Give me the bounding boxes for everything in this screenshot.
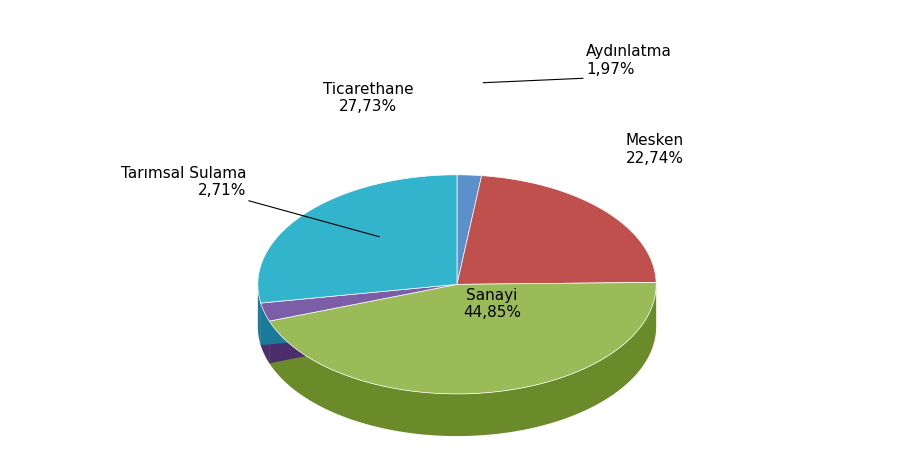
Polygon shape [270, 287, 656, 436]
Polygon shape [270, 285, 457, 364]
Text: Sanayi
44,85%: Sanayi 44,85% [463, 288, 521, 320]
Polygon shape [270, 285, 457, 364]
Text: Aydınlatma
1,97%: Aydınlatma 1,97% [586, 44, 672, 77]
Polygon shape [457, 176, 482, 285]
Polygon shape [270, 283, 656, 394]
Polygon shape [457, 176, 656, 285]
Text: Tarımsal Sulama
2,71%: Tarımsal Sulama 2,71% [121, 166, 246, 198]
Text: Ticarethane
27,73%: Ticarethane 27,73% [323, 81, 413, 114]
Polygon shape [260, 285, 457, 321]
Polygon shape [260, 285, 457, 346]
Polygon shape [258, 287, 260, 346]
Polygon shape [260, 303, 270, 364]
Polygon shape [260, 285, 457, 346]
Text: Mesken
22,74%: Mesken 22,74% [626, 133, 684, 165]
Polygon shape [258, 176, 457, 303]
